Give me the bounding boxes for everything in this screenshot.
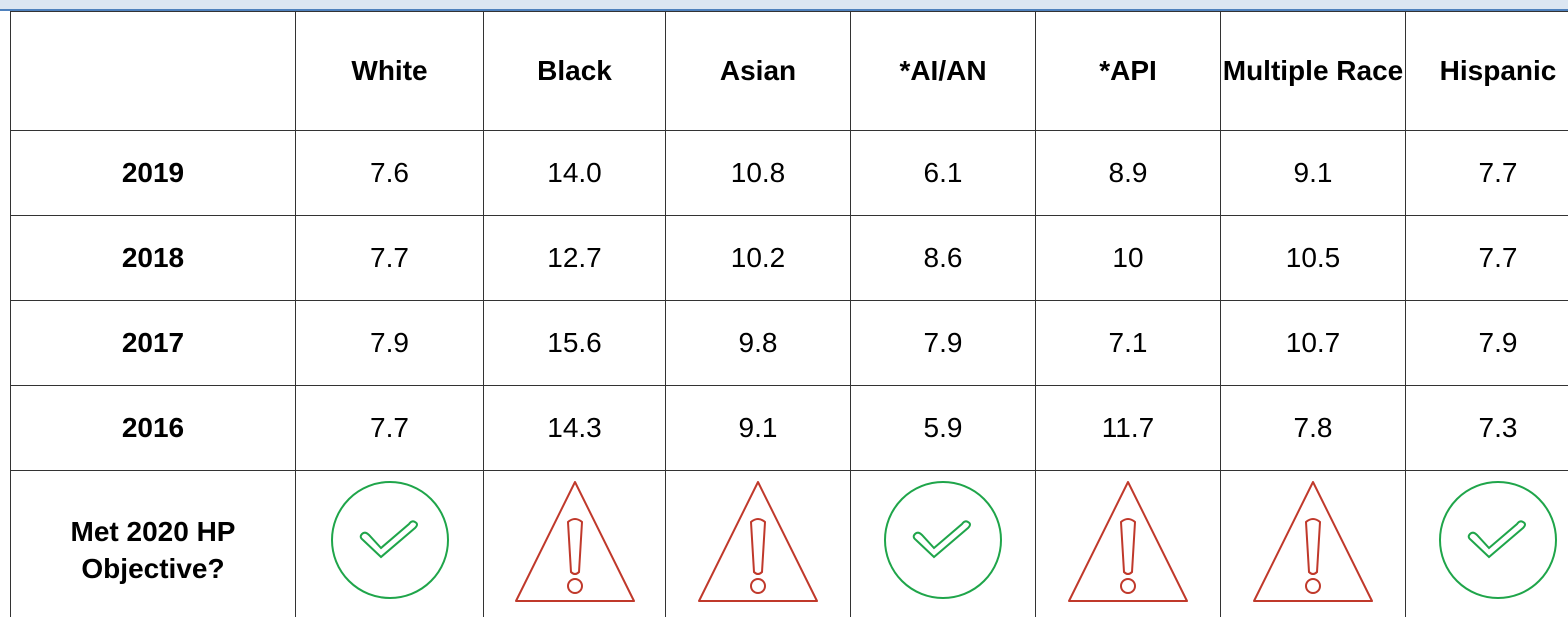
warning-icon xyxy=(1253,481,1373,602)
data-cell: 11.7 xyxy=(1035,385,1221,471)
icon-cell xyxy=(295,470,484,617)
title-bar xyxy=(0,0,1568,11)
check-icon xyxy=(1439,481,1557,599)
data-cell: 8.9 xyxy=(1035,130,1221,216)
data-cell: 7.3 xyxy=(1405,385,1568,471)
data-cell: 12.7 xyxy=(483,215,666,301)
data-cell: 7.9 xyxy=(1405,300,1568,386)
icon-cell xyxy=(1405,470,1568,617)
column-header: *API xyxy=(1035,11,1221,131)
data-cell: 7.9 xyxy=(295,300,484,386)
data-cell: 7.7 xyxy=(1405,215,1568,301)
data-cell: 7.7 xyxy=(295,385,484,471)
data-cell: 10.8 xyxy=(665,130,851,216)
data-cell: 7.7 xyxy=(295,215,484,301)
data-cell: 9.8 xyxy=(665,300,851,386)
data-cell: 8.6 xyxy=(850,215,1036,301)
data-cell: 15.6 xyxy=(483,300,666,386)
icon-cell xyxy=(483,470,666,617)
data-cell: 7.7 xyxy=(1405,130,1568,216)
data-cell: 9.1 xyxy=(665,385,851,471)
column-header: Black xyxy=(483,11,666,131)
column-header: White xyxy=(295,11,484,131)
icon-cell xyxy=(1035,470,1221,617)
column-header: *AI/AN xyxy=(850,11,1036,131)
row-header: 2019 xyxy=(10,130,296,216)
check-icon xyxy=(884,481,1002,599)
column-header: Multiple Race xyxy=(1220,11,1406,131)
data-cell: 7.9 xyxy=(850,300,1036,386)
icon-cell xyxy=(1220,470,1406,617)
row-header: Met 2020 HP Objective? xyxy=(10,470,296,617)
row-header: 2016 xyxy=(10,385,296,471)
data-cell: 10 xyxy=(1035,215,1221,301)
corner-cell xyxy=(10,11,296,131)
column-header: Hispanic xyxy=(1405,11,1568,131)
data-cell: 10.2 xyxy=(665,215,851,301)
data-cell: 10.7 xyxy=(1220,300,1406,386)
column-header: Asian xyxy=(665,11,851,131)
warning-icon xyxy=(514,481,635,602)
data-cell: 7.6 xyxy=(295,130,484,216)
row-header: 2018 xyxy=(10,215,296,301)
data-cell: 7.1 xyxy=(1035,300,1221,386)
data-cell: 14.3 xyxy=(483,385,666,471)
check-icon xyxy=(330,481,449,599)
data-cell: 6.1 xyxy=(850,130,1036,216)
icon-cell xyxy=(850,470,1036,617)
data-cell: 5.9 xyxy=(850,385,1036,471)
data-cell: 7.8 xyxy=(1220,385,1406,471)
icon-cell xyxy=(665,470,851,617)
data-cell: 9.1 xyxy=(1220,130,1406,216)
warning-icon xyxy=(1068,481,1188,602)
warning-icon xyxy=(698,481,818,602)
data-cell: 14.0 xyxy=(483,130,666,216)
row-header: 2017 xyxy=(10,300,296,386)
data-cell: 10.5 xyxy=(1220,215,1406,301)
